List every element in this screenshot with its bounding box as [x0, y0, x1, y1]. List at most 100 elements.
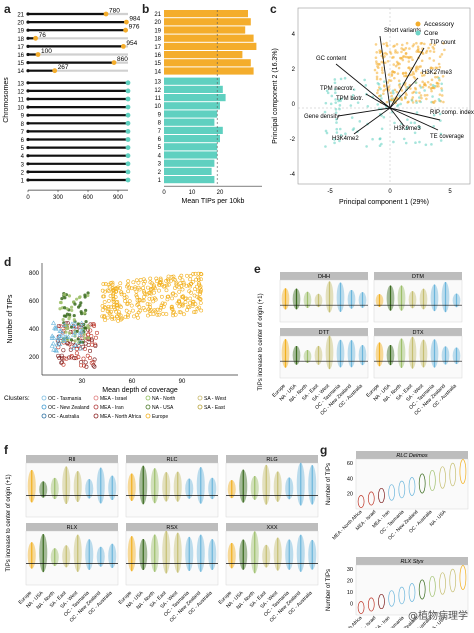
core-point	[439, 139, 443, 142]
core-point	[414, 81, 418, 84]
accessory-point	[438, 78, 441, 82]
core-point	[439, 132, 443, 136]
cluster-legend-label: OC - Tasmania	[48, 396, 81, 402]
chromosome-end-dot	[125, 161, 131, 167]
g-violin	[378, 593, 385, 610]
chromosome-start-dot	[26, 97, 30, 101]
mea-point	[94, 330, 99, 335]
facet-title: RSX	[166, 525, 178, 531]
accessory-point	[421, 85, 425, 89]
na-point	[68, 313, 72, 317]
g-violin	[388, 484, 395, 501]
core-point	[338, 139, 341, 143]
na-point	[79, 301, 83, 305]
europe-point	[124, 308, 129, 313]
accessory-point	[421, 80, 424, 84]
chromosome-tick-label: 6	[158, 137, 162, 143]
mea-point	[69, 353, 74, 358]
cluster-legend-swatch	[197, 395, 203, 401]
chromosome-start-dot	[26, 81, 30, 85]
na-point	[76, 337, 80, 341]
chromosome-start-dot	[26, 61, 30, 65]
facet-frame	[25, 530, 119, 586]
g-violin	[459, 565, 467, 590]
europe-point	[100, 288, 105, 293]
y-tick-label: 20	[347, 579, 353, 585]
europe-point	[148, 312, 153, 316]
accessory-point	[420, 41, 424, 45]
x-tick-label: 300	[53, 195, 64, 200]
europe-point	[111, 297, 116, 302]
chromosome-tick-label: 14	[154, 69, 161, 75]
g-violin	[408, 583, 416, 602]
accessory-point	[394, 49, 397, 52]
europe-point	[194, 277, 199, 282]
europe-point	[174, 280, 179, 285]
oc-point	[57, 328, 63, 333]
europe-point	[174, 282, 179, 287]
chromosome-start-dot	[26, 170, 30, 174]
core-point	[396, 103, 400, 107]
chromosome-end-dot	[125, 169, 131, 175]
chromosome-tick-label: 17	[17, 45, 24, 51]
accessory-point	[404, 52, 408, 55]
europe-point	[141, 298, 146, 303]
legend-label: Accessory	[424, 21, 455, 28]
europe-point	[188, 277, 192, 282]
y-tick-label: 600	[29, 299, 40, 305]
accessory-point	[431, 67, 434, 70]
facet-header	[226, 455, 318, 463]
na-point	[64, 314, 68, 318]
accessory-point	[432, 50, 436, 54]
chromosome-end-dot	[103, 11, 109, 17]
panel-e: e DHH DTM DTT DTX Europe NA - USA NA - North SA…	[252, 262, 474, 440]
chromosome-tick-label: 8	[21, 122, 25, 128]
europe-point	[131, 280, 136, 285]
europe-point	[171, 291, 176, 296]
chromosome-end-dot	[125, 104, 131, 110]
accessory-point	[395, 90, 399, 94]
mea-point	[59, 360, 64, 365]
europe-point	[177, 304, 182, 309]
accessory-point	[415, 65, 419, 69]
accessory-point	[411, 70, 415, 74]
y-tick-label: 40	[347, 476, 353, 482]
chromosome-end-dot	[111, 60, 117, 65]
na-point	[60, 297, 64, 301]
core-point	[363, 78, 366, 82]
chromosome-tick-label: 11	[155, 96, 162, 102]
na-point	[82, 311, 87, 315]
accessory-point	[434, 75, 437, 79]
loading-arrow	[365, 93, 391, 109]
x-tick-label: 900	[113, 195, 124, 200]
accessory-point	[403, 55, 406, 58]
mea-point	[56, 323, 61, 328]
europe-point	[115, 306, 120, 311]
accessory-point	[385, 43, 389, 47]
accessory-point	[430, 78, 434, 82]
oc-point	[65, 334, 71, 339]
core-point	[413, 121, 416, 125]
cluster-legend-swatch	[197, 404, 203, 410]
mea-point	[59, 353, 64, 358]
core-point	[335, 117, 338, 121]
facet-title: XXX	[266, 525, 277, 531]
accessory-point	[396, 51, 399, 54]
core-point	[382, 115, 386, 119]
europe-point	[135, 303, 140, 307]
core-point	[350, 116, 354, 119]
facet-frame	[225, 530, 319, 586]
chromosome-start-dot	[26, 36, 30, 40]
europe-point	[154, 276, 159, 281]
accessory-point	[437, 84, 440, 88]
loading-arrow	[389, 107, 441, 121]
loading-label: H3K9me3	[394, 126, 421, 132]
core-point	[415, 111, 419, 114]
europe-point	[127, 310, 132, 315]
europe-point	[187, 283, 191, 288]
accessory-point	[411, 58, 414, 62]
core-point	[351, 97, 354, 101]
oc-point	[53, 324, 59, 330]
core-point	[433, 84, 437, 88]
